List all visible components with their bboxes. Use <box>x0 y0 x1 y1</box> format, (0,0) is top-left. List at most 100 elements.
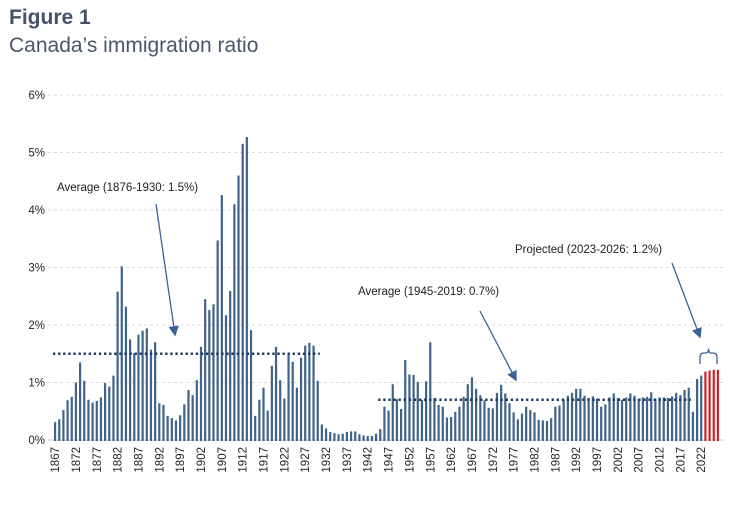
bar <box>650 392 653 441</box>
x-tick-label: 2002 <box>613 447 625 473</box>
bar <box>179 415 182 441</box>
y-tick-label: 3% <box>28 263 45 275</box>
bar <box>120 266 123 441</box>
arrow-average-1945-2019 <box>479 310 517 382</box>
x-tick-label: 1997 <box>592 447 604 473</box>
bar <box>645 396 649 442</box>
bar <box>395 399 399 441</box>
x-tick-label: 1987 <box>550 447 562 473</box>
bar <box>633 395 636 441</box>
bar <box>437 404 440 441</box>
bar <box>612 393 615 441</box>
x-tick-label: 1972 <box>488 447 500 473</box>
x-tick-label: 2017 <box>675 447 687 473</box>
x-tick-label: 1867 <box>50 447 62 473</box>
bar <box>525 406 528 441</box>
x-tick-label: 1967 <box>467 447 479 473</box>
bar <box>508 403 511 441</box>
bar <box>162 404 165 441</box>
bar <box>95 400 98 441</box>
bar <box>183 404 186 441</box>
bar <box>66 400 69 441</box>
bar <box>487 407 490 441</box>
bar <box>541 420 544 441</box>
bar <box>187 389 190 441</box>
bar <box>625 397 628 441</box>
bar <box>374 433 378 441</box>
x-tick-label: 1947 <box>384 447 396 473</box>
bar <box>500 384 503 441</box>
bar <box>333 433 336 441</box>
x-tick-label: 1897 <box>175 447 187 473</box>
bar <box>462 396 465 442</box>
x-tick-label: 1982 <box>530 447 542 473</box>
bar <box>166 415 169 441</box>
bar <box>174 420 178 441</box>
x-tick-label: 2022 <box>696 447 708 473</box>
bar <box>608 397 611 441</box>
bar <box>266 410 269 441</box>
bar <box>429 342 432 441</box>
bar <box>224 315 228 441</box>
bar <box>695 379 699 441</box>
x-tick-label: 1952 <box>404 447 416 473</box>
bar <box>583 395 586 441</box>
bar <box>575 388 578 441</box>
bar <box>212 304 215 441</box>
figure-label: Figure 1 <box>9 6 91 29</box>
bar <box>416 381 419 441</box>
bar <box>204 299 207 442</box>
chart-plot-area: 0% 1% 2% 3% 4% 5% 6% 1867 1872 1877 1882 1887 1892 18… <box>28 90 723 473</box>
bar <box>670 396 674 441</box>
bar <box>687 387 690 441</box>
bar <box>329 431 332 441</box>
bar <box>641 397 644 441</box>
x-tick-label: 1957 <box>425 447 437 473</box>
x-tick-label: 1977 <box>509 447 521 473</box>
bar <box>587 398 590 441</box>
bar <box>133 353 136 441</box>
x-tick-label: 1922 <box>279 447 291 473</box>
bar <box>408 374 411 441</box>
x-tick-label: 1907 <box>217 447 229 473</box>
x-tick-label: 1912 <box>238 447 250 473</box>
bar <box>53 422 57 441</box>
bar <box>691 411 694 441</box>
bar <box>99 397 103 441</box>
bar <box>199 346 203 441</box>
bar <box>283 398 286 441</box>
bar <box>399 408 403 441</box>
x-tick-label: 1882 <box>113 447 125 473</box>
bar <box>387 410 390 441</box>
x-tick-label: 1992 <box>571 447 583 473</box>
bar <box>216 240 219 441</box>
projected-bar <box>708 370 711 441</box>
y-tick-label: 0% <box>28 435 45 447</box>
y-tick-label: 5% <box>28 148 45 160</box>
annotation-average-1945-2019: Average (1945-2019: 0.7%) <box>358 286 500 298</box>
bar <box>683 389 686 441</box>
bar <box>466 384 469 441</box>
bar <box>295 387 298 441</box>
bar <box>579 388 582 441</box>
bar <box>274 346 278 441</box>
bar <box>391 384 394 441</box>
annotation-arrows <box>155 203 718 382</box>
x-tick-label: 1942 <box>363 447 375 473</box>
bar <box>425 381 428 441</box>
y-tick-label: 2% <box>28 320 45 332</box>
bar <box>220 195 223 441</box>
bar <box>87 399 90 441</box>
bar <box>537 419 540 442</box>
bar <box>129 339 132 442</box>
bar <box>383 406 386 441</box>
y-tick-label: 1% <box>28 378 45 390</box>
bar <box>258 399 261 441</box>
bar <box>558 405 561 441</box>
bar <box>233 204 236 441</box>
bar <box>137 334 140 441</box>
bar <box>441 406 444 441</box>
x-tick-label: 1887 <box>134 447 146 473</box>
bar <box>208 310 211 441</box>
